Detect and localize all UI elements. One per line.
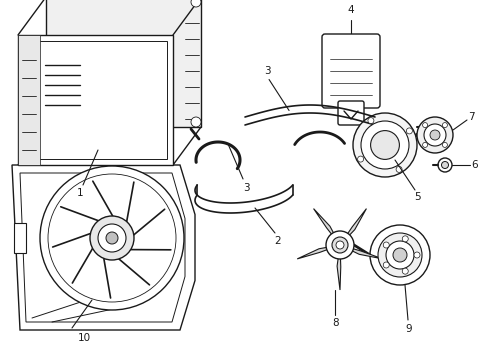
Circle shape	[424, 124, 446, 146]
Circle shape	[98, 224, 126, 252]
Circle shape	[438, 158, 452, 172]
Circle shape	[90, 216, 134, 260]
Circle shape	[358, 156, 364, 162]
FancyBboxPatch shape	[338, 101, 364, 125]
Polygon shape	[297, 245, 340, 259]
Polygon shape	[46, 0, 201, 127]
Circle shape	[336, 241, 344, 249]
Circle shape	[396, 166, 402, 172]
Text: 10: 10	[77, 333, 91, 343]
Text: 8: 8	[333, 318, 339, 328]
Circle shape	[430, 130, 440, 140]
FancyBboxPatch shape	[322, 34, 380, 108]
Text: 4: 4	[348, 5, 354, 15]
Circle shape	[422, 123, 428, 127]
Circle shape	[402, 268, 408, 274]
Polygon shape	[14, 223, 26, 253]
Circle shape	[370, 225, 430, 285]
Circle shape	[402, 236, 408, 242]
Text: 5: 5	[414, 192, 420, 202]
Circle shape	[361, 121, 409, 169]
Circle shape	[383, 242, 389, 248]
Circle shape	[422, 143, 428, 147]
Text: 6: 6	[472, 160, 478, 170]
Circle shape	[326, 231, 354, 259]
Polygon shape	[314, 208, 340, 245]
Polygon shape	[18, 35, 40, 165]
Text: 3: 3	[243, 183, 249, 193]
Polygon shape	[24, 41, 167, 159]
Circle shape	[406, 128, 413, 134]
Circle shape	[383, 262, 389, 268]
Circle shape	[442, 143, 447, 147]
Text: 7: 7	[467, 112, 474, 122]
Text: 2: 2	[275, 236, 281, 246]
Circle shape	[442, 123, 447, 127]
Circle shape	[370, 131, 399, 159]
Circle shape	[191, 0, 201, 7]
Circle shape	[414, 252, 420, 258]
Polygon shape	[12, 165, 195, 330]
Circle shape	[393, 248, 407, 262]
Circle shape	[106, 232, 118, 244]
Circle shape	[332, 237, 348, 253]
Circle shape	[417, 117, 453, 153]
Circle shape	[46, 117, 56, 127]
Circle shape	[191, 117, 201, 127]
Circle shape	[48, 174, 176, 302]
Text: 1: 1	[77, 188, 83, 198]
Polygon shape	[337, 245, 341, 290]
Circle shape	[378, 233, 422, 277]
Circle shape	[40, 166, 184, 310]
Circle shape	[441, 162, 448, 168]
Polygon shape	[340, 245, 383, 259]
Polygon shape	[340, 208, 367, 245]
Text: 9: 9	[406, 324, 412, 334]
Circle shape	[353, 113, 417, 177]
Text: 3: 3	[264, 66, 270, 76]
Polygon shape	[18, 35, 173, 165]
Polygon shape	[20, 173, 185, 322]
Circle shape	[386, 241, 414, 269]
Circle shape	[368, 118, 374, 123]
